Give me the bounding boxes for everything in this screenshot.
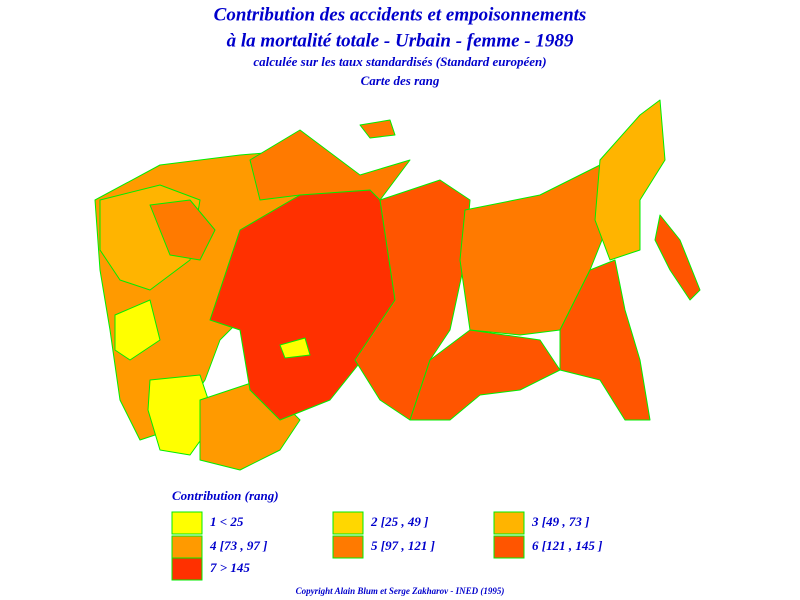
legend-label: 3 [49 , 73 ] — [531, 514, 589, 529]
legend-swatch — [493, 535, 525, 559]
legend-swatch — [171, 557, 203, 581]
legend-swatch — [332, 535, 364, 559]
legend-label: 6 [121 , 145 ] — [532, 538, 602, 553]
region — [149, 199, 216, 261]
legend-swatch — [332, 511, 364, 535]
copyright: Copyright Alain Blum et Serge Zakharov -… — [296, 586, 505, 596]
region — [114, 299, 161, 361]
region — [409, 329, 561, 421]
legend-title: Contribution (rang) — [172, 488, 279, 503]
legend-label: 7 > 145 — [210, 560, 250, 575]
legend: 1 < 25 2 [25 , 49 ] 3 [49 , 73 ] 4 [73 , 97… — [171, 511, 602, 581]
map — [94, 99, 701, 471]
map-title: Carte des rang — [361, 73, 440, 88]
legend-swatch — [171, 535, 203, 559]
title-line: à la mortalité totale - Urbain - femme -… — [227, 30, 574, 51]
region — [594, 99, 666, 261]
legend-label: 4 [73 , 97 ] — [209, 538, 267, 553]
legend-swatch — [493, 511, 525, 535]
title-line: Contribution des accidents et empoisonne… — [214, 4, 587, 25]
legend-label: 5 [97 , 121 ] — [371, 538, 435, 553]
region — [279, 337, 311, 359]
legend-label: 1 < 25 — [210, 514, 244, 529]
subtitle: calculée sur les taux standardisés (Stan… — [253, 54, 546, 69]
region — [209, 189, 396, 421]
region — [559, 259, 651, 421]
legend-label: 2 [25 , 49 ] — [370, 514, 428, 529]
legend-swatch — [171, 511, 203, 535]
region — [147, 374, 216, 456]
region — [249, 129, 411, 201]
region — [654, 214, 701, 301]
region — [359, 119, 396, 139]
